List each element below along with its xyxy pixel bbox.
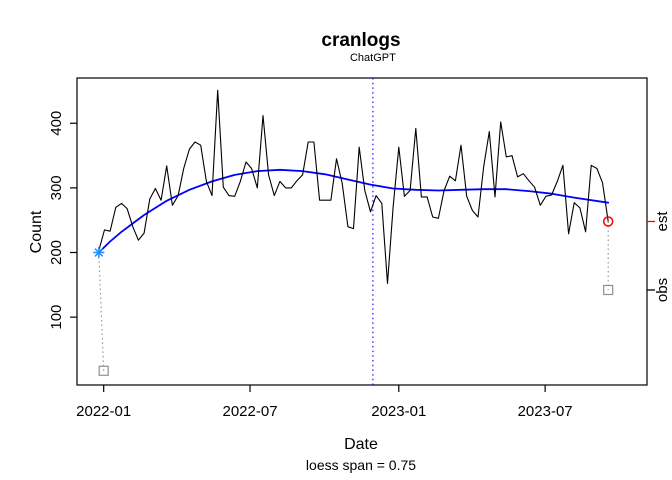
chart-title: cranlogs	[321, 30, 400, 51]
start-observed-square-marker	[98, 365, 109, 376]
endpoint-connector-line	[98, 252, 105, 371]
x-tick-label: 2022-01	[76, 403, 131, 420]
x-tick-label: 2023-01	[371, 403, 426, 420]
sub-caption: loess span = 0.75	[306, 457, 416, 473]
y-tick-label: 100	[48, 305, 65, 330]
y-tick-label: 300	[48, 175, 65, 200]
end-estimate-circle-marker	[602, 216, 614, 227]
chatgpt-annotation-label: ChatGPT	[350, 52, 396, 64]
end-observed-square-marker	[603, 284, 614, 296]
x-tick-label: 2023-07	[518, 403, 573, 420]
y-tick-label: 200	[48, 240, 65, 265]
x-axis-label: Date	[344, 436, 378, 453]
right-axis-label-obs: obs	[654, 278, 671, 302]
weekly-downloads-line	[98, 89, 609, 285]
right-axis-label-est: est	[654, 211, 671, 232]
plot-frame	[76, 77, 648, 386]
loess-fit-line	[97, 168, 610, 254]
x-tick-label: 2022-07	[222, 403, 277, 420]
plot-area: 100 200 300 400 2022-01 2022-07 2023-01 2023-07…	[48, 77, 671, 420]
start-estimate-star-marker	[94, 248, 104, 257]
y-tick-label: 400	[48, 111, 65, 136]
y-axis-label: Count	[28, 210, 45, 253]
